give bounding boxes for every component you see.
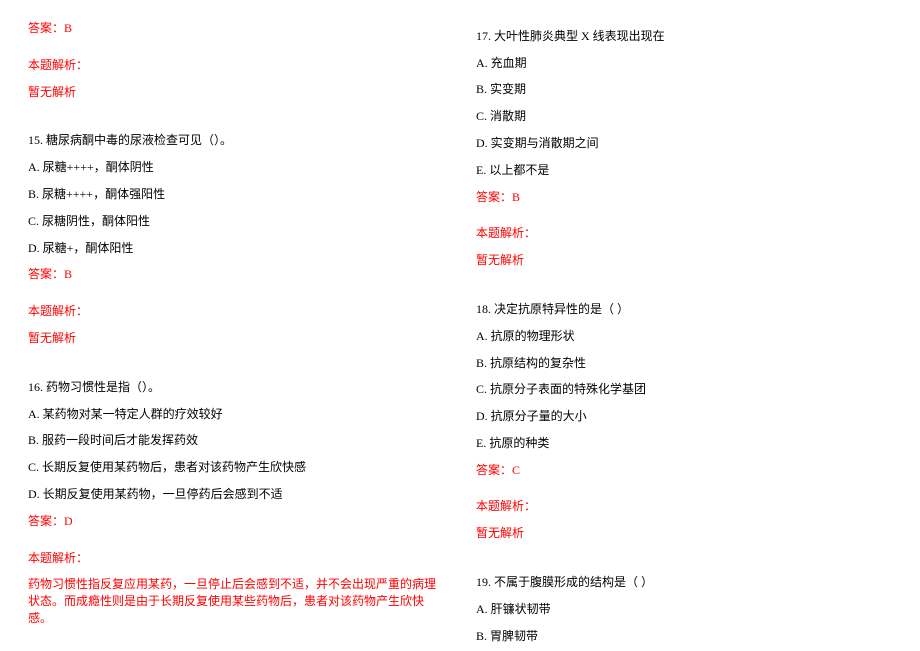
q18-stem: 18. 决定抗原特异性的是（ ） bbox=[476, 301, 892, 318]
q17-stem: 17. 大叶性肺炎典型 X 线表现出现在 bbox=[476, 28, 892, 45]
prev-analysis: 暂无解析 bbox=[28, 84, 444, 101]
spacer bbox=[476, 552, 892, 574]
q19-opt-b: B. 胃脾韧带 bbox=[476, 628, 892, 645]
spacer bbox=[476, 488, 892, 498]
spacer bbox=[28, 540, 444, 550]
q16-opt-c: C. 长期反复使用某药物后，患者对该药物产生欣快感 bbox=[28, 459, 444, 476]
q15-opt-c: C. 尿糖阴性，酮体阳性 bbox=[28, 213, 444, 230]
q15-analysis-label: 本题解析： bbox=[28, 303, 444, 320]
q17-opt-b: B. 实变期 bbox=[476, 81, 892, 98]
spacer bbox=[28, 47, 444, 57]
q16-opt-a: A. 某药物对某一特定人群的疗效较好 bbox=[28, 406, 444, 423]
q15-analysis: 暂无解析 bbox=[28, 330, 444, 347]
q16-opt-d: D. 长期反复使用某药物，一旦停药后会感到不适 bbox=[28, 486, 444, 503]
q17-answer: 答案：B bbox=[476, 189, 892, 206]
q18-opt-e: E. 抗原的种类 bbox=[476, 435, 892, 452]
q18-opt-b: B. 抗原结构的复杂性 bbox=[476, 355, 892, 372]
q15-stem: 15. 糖尿病酮中毒的尿液检查可见（）。 bbox=[28, 132, 444, 149]
q15-opt-a: A. 尿糖++++，酮体阴性 bbox=[28, 159, 444, 176]
spacer bbox=[476, 279, 892, 301]
q18-answer: 答案：C bbox=[476, 462, 892, 479]
prev-answer-value: B bbox=[64, 21, 72, 35]
q16-opt-b: B. 服药一段时间后才能发挥药效 bbox=[28, 432, 444, 449]
q17-opt-d: D. 实变期与消散期之间 bbox=[476, 135, 892, 152]
q17-opt-e: E. 以上都不是 bbox=[476, 162, 892, 179]
q17-opt-c: C. 消散期 bbox=[476, 108, 892, 125]
q18-opt-a: A. 抗原的物理形状 bbox=[476, 328, 892, 345]
prev-analysis-label: 本题解析： bbox=[28, 57, 444, 74]
spacer bbox=[28, 357, 444, 379]
spacer bbox=[476, 215, 892, 225]
q15-answer: 答案：B bbox=[28, 266, 444, 283]
q17-analysis: 暂无解析 bbox=[476, 252, 892, 269]
q17-analysis-label: 本题解析： bbox=[476, 225, 892, 242]
q16-answer: 答案：D bbox=[28, 513, 444, 530]
spacer bbox=[28, 110, 444, 132]
page: 答案：B 本题解析： 暂无解析 15. 糖尿病酮中毒的尿液检查可见（）。 A. … bbox=[0, 0, 920, 651]
q19-stem: 19. 不属于腹膜形成的结构是（ ） bbox=[476, 574, 892, 591]
spacer bbox=[28, 293, 444, 303]
q19-opt-a: A. 肝镰状韧带 bbox=[476, 601, 892, 618]
q18-opt-d: D. 抗原分子量的大小 bbox=[476, 408, 892, 425]
q17-opt-a: A. 充血期 bbox=[476, 55, 892, 72]
q18-opt-c: C. 抗原分子表面的特殊化学基团 bbox=[476, 381, 892, 398]
q15-opt-d: D. 尿糖+，酮体阳性 bbox=[28, 240, 444, 257]
q16-stem: 16. 药物习惯性是指（）。 bbox=[28, 379, 444, 396]
q18-analysis: 暂无解析 bbox=[476, 525, 892, 542]
answer-prefix: 答案： bbox=[28, 21, 64, 35]
q18-analysis-label: 本题解析： bbox=[476, 498, 892, 515]
q15-opt-b: B. 尿糖++++，酮体强阳性 bbox=[28, 186, 444, 203]
q16-analysis-label: 本题解析： bbox=[28, 550, 444, 567]
q16-analysis: 药物习惯性指反复应用某药，一旦停止后会感到不适，并不会出现严重的病理状态。而成瘾… bbox=[28, 576, 444, 626]
prev-answer: 答案：B bbox=[28, 20, 444, 37]
